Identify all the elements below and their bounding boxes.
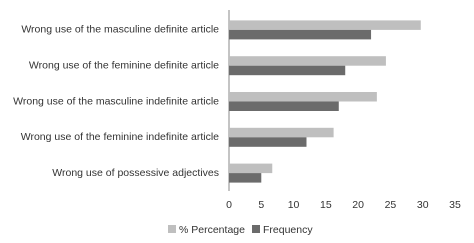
legend-swatch bbox=[168, 225, 176, 233]
bar bbox=[229, 65, 346, 76]
legend-swatch bbox=[252, 225, 260, 233]
bar bbox=[229, 20, 421, 30]
bar bbox=[229, 127, 334, 138]
x-tick-label: 5 bbox=[258, 199, 264, 211]
y-tick-label: Wrong use of possessive adjectives bbox=[52, 167, 219, 179]
bar bbox=[229, 56, 386, 66]
bar bbox=[229, 101, 339, 111]
bar bbox=[229, 163, 273, 174]
x-tick-label: 0 bbox=[226, 199, 232, 211]
x-tick-label: 20 bbox=[352, 199, 364, 211]
legend-label: % Percentage bbox=[179, 224, 245, 236]
x-tick-label: 10 bbox=[288, 199, 300, 211]
bar bbox=[229, 137, 307, 147]
x-tick-label: 35 bbox=[449, 199, 461, 211]
y-tick-label: Wrong use of the masculine definite arti… bbox=[21, 24, 219, 36]
x-tick-label: 25 bbox=[385, 199, 397, 211]
y-tick-label: Wrong use of the feminine indefinite art… bbox=[21, 131, 219, 143]
x-tick-label: 30 bbox=[417, 199, 429, 211]
bar bbox=[229, 29, 372, 40]
legend-label: Frequency bbox=[263, 224, 313, 236]
bar bbox=[229, 173, 262, 183]
x-tick-label: 15 bbox=[320, 199, 332, 211]
bar bbox=[229, 92, 377, 102]
y-tick-label: Wrong use of the feminine definite artic… bbox=[29, 59, 219, 71]
y-tick-label: Wrong use of the masculine indefinite ar… bbox=[13, 95, 219, 107]
